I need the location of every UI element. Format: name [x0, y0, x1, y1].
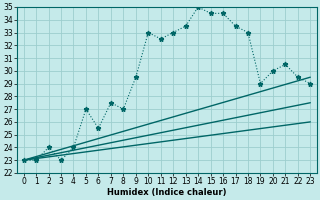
X-axis label: Humidex (Indice chaleur): Humidex (Indice chaleur) — [107, 188, 227, 197]
